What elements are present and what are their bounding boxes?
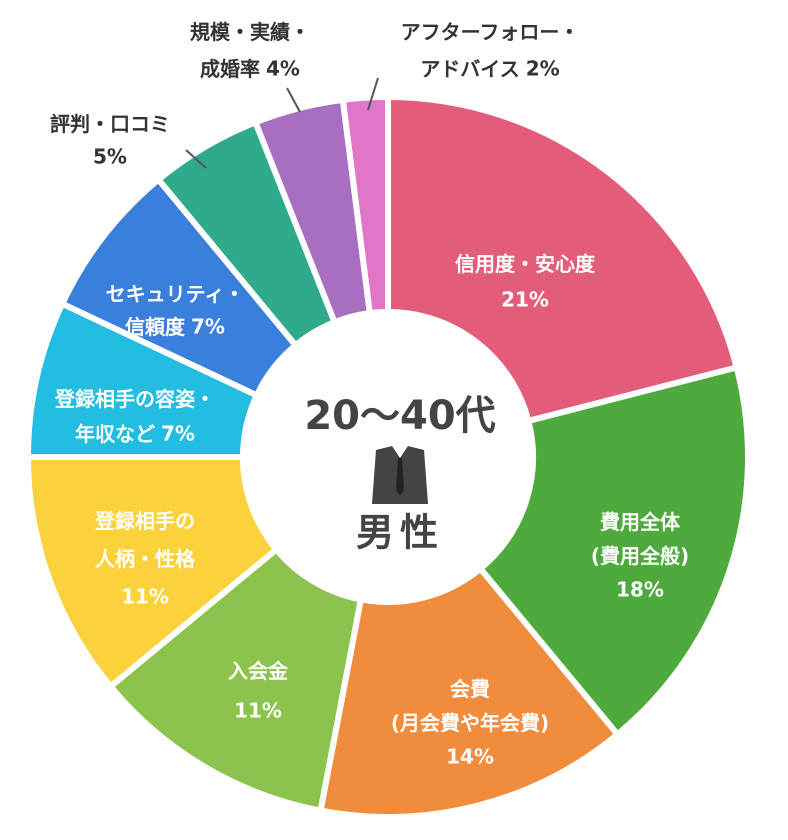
slice-label: セキュリティ・信頼度 xyxy=(106,282,245,339)
value-label: 2% xyxy=(526,57,560,81)
slice xyxy=(385,93,741,425)
value-label: 11% xyxy=(121,585,169,609)
leader-line xyxy=(286,87,301,113)
value-label: 5% xyxy=(93,145,127,169)
slice-label: アフターフォロー・アドバイス xyxy=(401,20,580,81)
value-label: 18% xyxy=(616,578,664,602)
leader-line xyxy=(185,149,207,169)
slice-label: 登録相手の人柄・性格 xyxy=(94,509,196,571)
value-label: 7% xyxy=(191,315,225,339)
slice-label: 規模・実績・成婚率 xyxy=(190,20,310,81)
slices xyxy=(24,93,751,820)
slice-label: 費用全体(費用全般) xyxy=(591,510,689,568)
suit-icon xyxy=(372,446,428,504)
slice-label: 登録相手の容姿・年収など xyxy=(54,387,215,446)
center-title: 20～40代 xyxy=(304,393,495,439)
slice-label: 入会金 xyxy=(228,659,289,683)
slice xyxy=(339,93,391,317)
slice xyxy=(24,454,281,691)
leader-line xyxy=(367,77,379,111)
value-label: 21% xyxy=(501,288,549,312)
leader-lines xyxy=(185,77,379,169)
slice-label: 会費(月会費や年会費) xyxy=(391,677,549,735)
slice xyxy=(106,545,365,815)
value-label: 14% xyxy=(446,745,494,769)
value-label: 11% xyxy=(234,699,282,723)
slice xyxy=(317,564,622,820)
slice xyxy=(476,363,751,739)
value-label: 4% xyxy=(266,57,300,81)
slice-label: 評判・口コミ xyxy=(50,112,170,136)
center-subtitle: 男性 xyxy=(356,511,444,555)
slice-label: 信用度・安心度 xyxy=(455,252,596,276)
value-label: 7% xyxy=(161,422,195,446)
